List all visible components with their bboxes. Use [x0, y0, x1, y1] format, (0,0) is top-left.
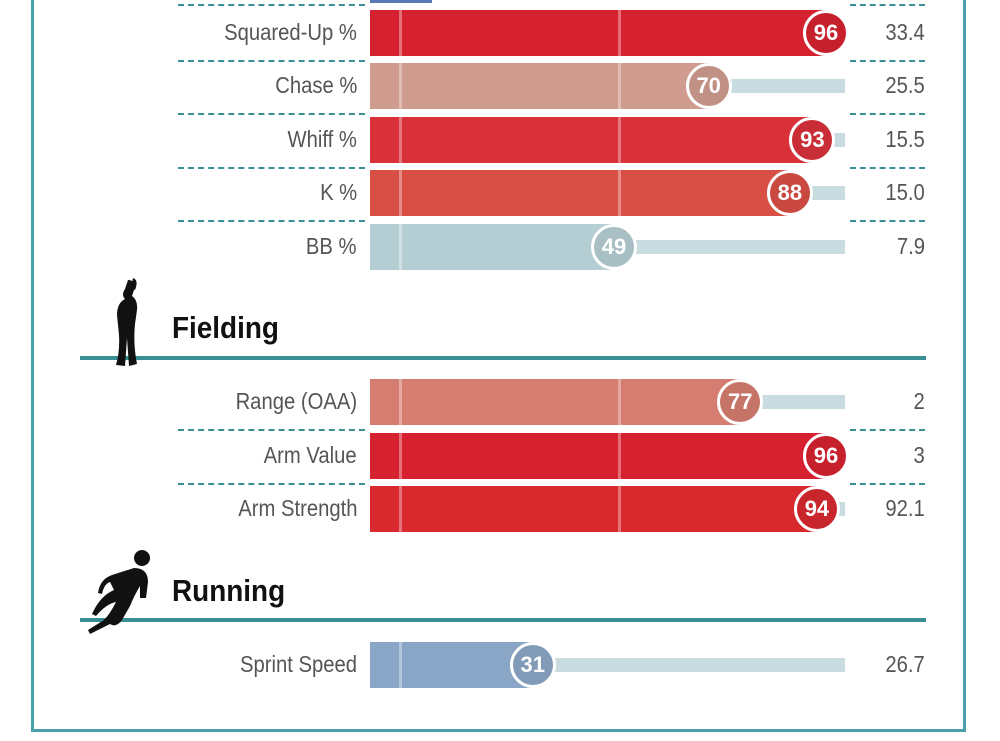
- percentile-marker: 88: [766, 170, 813, 216]
- gridline: [399, 224, 402, 270]
- section-title: Running: [172, 573, 286, 608]
- gridline: [618, 170, 621, 216]
- gridline: [399, 117, 402, 163]
- gridline: [399, 10, 402, 56]
- percentile-bar: [370, 10, 826, 56]
- percentile-bar: [370, 379, 741, 425]
- metric-label: BB %: [306, 233, 357, 259]
- gridline: [618, 433, 621, 479]
- percentile-marker: 93: [789, 117, 836, 163]
- percentile-marker: 96: [802, 433, 849, 479]
- metric-label: Range (OAA): [235, 388, 357, 414]
- metric-label: K %: [319, 179, 357, 205]
- metric-value: 26.7: [885, 651, 925, 677]
- dash-separator: [178, 60, 365, 62]
- gridline: [618, 486, 621, 532]
- section-divider: [80, 618, 926, 622]
- percentile-bar: [370, 63, 709, 109]
- percentile-bar: [370, 642, 533, 688]
- runner-silhouette-icon: [86, 548, 156, 639]
- dash-separator: [850, 220, 925, 222]
- section-divider: [80, 356, 926, 360]
- gridline: [399, 379, 402, 425]
- dash-separator: [850, 113, 925, 115]
- gridline: [618, 117, 621, 163]
- percentile-bar: [370, 486, 817, 532]
- partial-bar-above: [370, 0, 432, 3]
- dash-separator: [178, 167, 365, 169]
- dash-separator: [178, 429, 365, 431]
- fielder-silhouette-icon: [106, 278, 146, 375]
- dash-separator: [178, 113, 365, 115]
- dash-separator: [850, 429, 925, 431]
- gridline: [618, 10, 621, 56]
- chart-frame: [31, 0, 966, 732]
- metric-label: Whiff %: [287, 126, 357, 152]
- metric-value: 33.4: [885, 19, 925, 45]
- percentile-bar: [370, 224, 614, 270]
- metric-label: Squared-Up %: [224, 19, 357, 45]
- dash-separator: [850, 167, 925, 169]
- percentile-marker: 31: [509, 642, 556, 688]
- percentile-bar: [370, 433, 826, 479]
- gridline: [399, 433, 402, 479]
- gridline: [618, 379, 621, 425]
- metric-value: 15.5: [885, 126, 925, 152]
- dash-separator: [850, 4, 925, 6]
- dash-separator: [850, 483, 925, 485]
- dash-separator: [178, 220, 365, 222]
- gridline: [618, 63, 621, 109]
- metric-value: 3: [913, 442, 925, 468]
- metric-value: 7.9: [896, 233, 925, 259]
- metric-label: Arm Strength: [237, 495, 357, 521]
- percentile-marker: 70: [685, 63, 732, 109]
- percentile-marker: 49: [590, 224, 637, 270]
- metric-value: 2: [913, 388, 925, 414]
- percentile-marker: 94: [793, 486, 840, 532]
- metric-label: Sprint Speed: [239, 651, 357, 677]
- percentile-bar: [370, 170, 790, 216]
- percentile-bar: [370, 117, 813, 163]
- metric-label: Chase %: [274, 72, 357, 98]
- gridline: [399, 63, 402, 109]
- metric-value: 92.1: [885, 495, 925, 521]
- dash-separator: [850, 60, 925, 62]
- dash-separator: [178, 483, 365, 485]
- gridline: [399, 170, 402, 216]
- percentile-marker: 96: [802, 10, 849, 56]
- gridline: [399, 486, 402, 532]
- metric-value: 15.0: [885, 179, 925, 205]
- percentile-marker: 77: [717, 379, 764, 425]
- section-title: Fielding: [172, 310, 279, 345]
- dash-separator: [178, 4, 365, 6]
- gridline: [399, 642, 402, 688]
- metric-label: Arm Value: [264, 442, 357, 468]
- metric-value: 25.5: [885, 72, 925, 98]
